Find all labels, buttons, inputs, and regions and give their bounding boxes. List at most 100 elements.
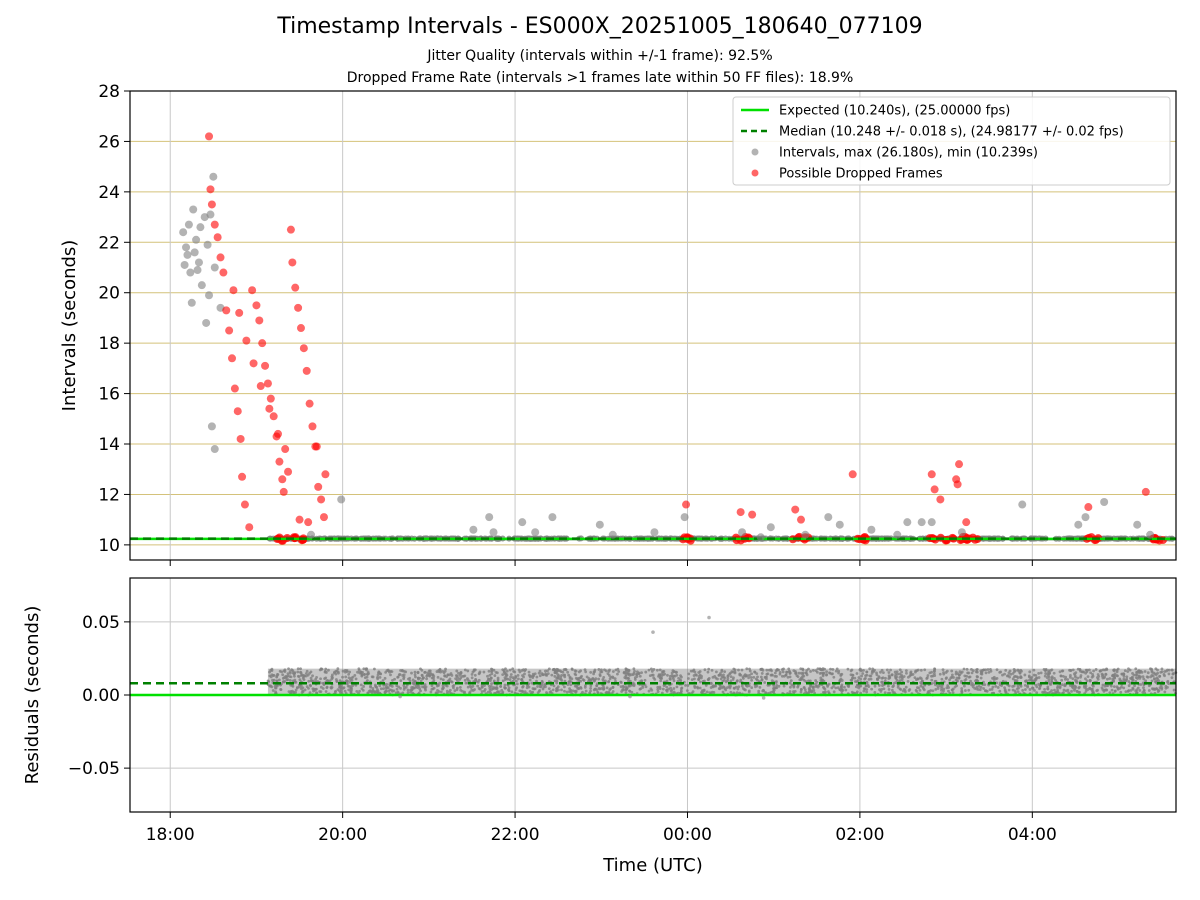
residuals-dense-point bbox=[799, 687, 803, 691]
intervals-data-point bbox=[1100, 498, 1109, 507]
residuals-dense-point bbox=[959, 671, 963, 675]
residuals-dense-point bbox=[539, 685, 543, 689]
intervals-plot-frame bbox=[129, 90, 1177, 561]
residuals-dense-point bbox=[1159, 670, 1163, 674]
intervals-ytick-label: 10 bbox=[98, 536, 120, 556]
residuals-dense-point bbox=[1101, 683, 1105, 687]
residuals-dense-point bbox=[765, 672, 769, 676]
residuals-dense-point bbox=[778, 672, 782, 676]
residuals-dense-point bbox=[971, 669, 975, 673]
residuals-dense-point bbox=[570, 668, 574, 671]
residuals-dense-point bbox=[763, 681, 767, 684]
intervals-data-point bbox=[192, 235, 201, 244]
residuals-dense-point bbox=[854, 685, 858, 689]
intervals-data-point bbox=[337, 495, 346, 504]
residuals-dense-point bbox=[308, 683, 312, 687]
residuals-dense-point bbox=[880, 668, 884, 672]
intervals-data-point bbox=[200, 213, 209, 222]
residuals-dense-point bbox=[796, 675, 800, 679]
residuals-dense-point bbox=[361, 689, 365, 692]
residuals-dense-point bbox=[398, 673, 402, 676]
residuals-dense-point bbox=[483, 684, 486, 687]
residuals-dense-point bbox=[697, 678, 701, 682]
intervals-data-point bbox=[230, 384, 239, 393]
residuals-dense-point bbox=[556, 673, 560, 676]
legend-label: Median (10.248 +/- 0.018 s), (24.98177 +… bbox=[779, 125, 1124, 140]
residuals-dense-point bbox=[1133, 684, 1136, 688]
residuals-dense-point bbox=[1070, 689, 1073, 693]
residuals-dense-point bbox=[1103, 684, 1107, 688]
xtick-label: 22:00 bbox=[491, 825, 540, 845]
residuals-dense-point bbox=[850, 679, 854, 682]
residuals-dense-point bbox=[976, 675, 979, 679]
residuals-dense-point bbox=[477, 678, 481, 682]
residuals-ytick-label: 0.05 bbox=[82, 613, 120, 633]
residuals-dense-point bbox=[1069, 673, 1072, 677]
residuals-dense-point bbox=[624, 685, 628, 689]
residuals-dense-point bbox=[579, 686, 583, 690]
residuals-dense-point bbox=[786, 675, 790, 679]
residuals-dense-point bbox=[628, 689, 631, 693]
residuals-dense-point bbox=[780, 668, 784, 671]
residuals-dense-point bbox=[376, 673, 380, 677]
residuals-dense-point bbox=[1054, 679, 1058, 682]
residuals-dense-point bbox=[509, 673, 513, 676]
residuals-dense-point bbox=[975, 667, 979, 671]
residuals-dense-point bbox=[362, 685, 366, 688]
residuals-dense-point bbox=[679, 679, 683, 683]
residuals-dense-point bbox=[383, 676, 387, 680]
residuals-dense-point bbox=[765, 668, 769, 672]
residuals-dense-point bbox=[808, 686, 812, 690]
residuals-dense-point bbox=[933, 674, 937, 677]
residuals-dense-point bbox=[452, 686, 455, 690]
residuals-dense-point bbox=[446, 673, 450, 677]
residuals-dense-point bbox=[1028, 670, 1032, 674]
residuals-dense-point bbox=[322, 682, 326, 685]
residuals-dense-point bbox=[1084, 677, 1087, 681]
residuals-dense-band-0 bbox=[266, 667, 1178, 697]
residuals-dense-point bbox=[805, 671, 808, 675]
intervals-data-point bbox=[294, 303, 303, 312]
residuals-dense-point bbox=[473, 688, 476, 691]
residuals-dense-point bbox=[761, 689, 765, 693]
residuals-dense-point bbox=[513, 691, 517, 695]
residuals-dense-point bbox=[287, 667, 290, 671]
residuals-dense-point bbox=[1158, 674, 1162, 678]
residuals-dense-point bbox=[600, 687, 603, 690]
residuals-dense-point bbox=[363, 673, 366, 676]
residuals-dense-point bbox=[430, 687, 434, 691]
residuals-dense-point bbox=[291, 684, 295, 688]
residuals-dense-point bbox=[598, 674, 602, 678]
residuals-dense-point bbox=[1099, 669, 1103, 672]
residuals-dense-point bbox=[305, 669, 309, 673]
residuals-dense-point bbox=[862, 668, 865, 672]
residuals-dense-point bbox=[480, 690, 484, 693]
residuals-dense-point bbox=[517, 668, 521, 672]
residuals-dense-point bbox=[1101, 673, 1105, 677]
residuals-dense-point bbox=[957, 676, 961, 680]
residuals-dense-point bbox=[1075, 679, 1078, 683]
residuals-dense-point bbox=[318, 690, 322, 693]
residuals-dense-point bbox=[476, 684, 480, 688]
residuals-dense-point bbox=[563, 685, 566, 689]
residuals-dense-point bbox=[589, 689, 592, 693]
residuals-dense-point bbox=[718, 672, 722, 675]
residuals-dense-point bbox=[759, 675, 763, 679]
residuals-dense-point bbox=[656, 690, 660, 694]
residuals-dense-point bbox=[589, 686, 593, 690]
residuals-dense-point bbox=[450, 674, 454, 677]
residuals-dense-point bbox=[899, 688, 903, 691]
residuals-dense-point bbox=[1056, 690, 1060, 694]
residuals-dense-point bbox=[1091, 690, 1095, 693]
residuals-dense-point bbox=[1043, 687, 1046, 691]
intervals-data-point bbox=[824, 513, 833, 522]
intervals-data-point bbox=[1084, 503, 1093, 512]
intervals-data-point bbox=[273, 429, 282, 438]
residuals-dense-point bbox=[1160, 667, 1164, 671]
residuals-dense-point bbox=[888, 691, 892, 695]
residuals-dense-point bbox=[1131, 687, 1135, 691]
residuals-dense-point bbox=[388, 670, 391, 674]
residuals-dense-point bbox=[1075, 690, 1079, 693]
residuals-dense-point bbox=[486, 679, 490, 683]
residuals-dense-point bbox=[501, 690, 505, 694]
